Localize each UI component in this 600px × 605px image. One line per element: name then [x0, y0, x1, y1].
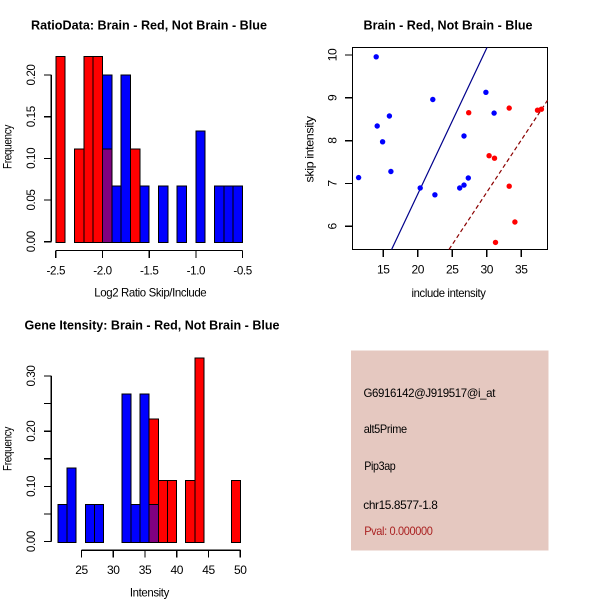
svg-text:0.20: 0.20: [24, 64, 38, 86]
svg-text:0.15: 0.15: [24, 105, 38, 127]
svg-text:Intensity: Intensity: [130, 586, 169, 600]
svg-text:-1.0: -1.0: [187, 263, 206, 277]
svg-text:include intensity: include intensity: [412, 286, 486, 300]
svg-text:Pval: 0.000000: Pval: 0.000000: [364, 524, 433, 538]
svg-text:-2.0: -2.0: [93, 263, 112, 277]
svg-text:0.20: 0.20: [24, 420, 38, 442]
svg-text:Pip3ap: Pip3ap: [364, 459, 396, 473]
svg-text:0.00: 0.00: [24, 231, 38, 253]
svg-text:chr15.8577-1.8: chr15.8577-1.8: [363, 498, 438, 512]
svg-text:25: 25: [446, 262, 459, 276]
svg-text:40: 40: [170, 563, 183, 577]
svg-text:Log2 Ratio Skip/Include: Log2 Ratio Skip/Include: [94, 285, 207, 299]
svg-text:RatioData: Brain - Red, Not Br: RatioData: Brain - Red, Not Brain - Blue: [31, 18, 267, 33]
svg-text:0.10: 0.10: [24, 475, 38, 497]
svg-text:35: 35: [139, 563, 152, 577]
svg-text:-0.5: -0.5: [233, 263, 252, 277]
svg-text:35: 35: [515, 262, 528, 276]
svg-text:30: 30: [107, 563, 120, 577]
svg-text:50: 50: [234, 563, 247, 577]
svg-text:0.05: 0.05: [24, 189, 38, 211]
svg-text:Frequency: Frequency: [0, 125, 14, 169]
svg-text:9: 9: [325, 94, 339, 101]
svg-text:25: 25: [75, 563, 88, 577]
svg-text:45: 45: [202, 563, 215, 577]
svg-text:0.00: 0.00: [24, 530, 38, 552]
svg-text:30: 30: [481, 262, 494, 276]
svg-text:Gene Itensity: Brain - Red, No: Gene Itensity: Brain - Red, Not Brain - …: [25, 318, 280, 333]
svg-text:-2.5: -2.5: [47, 263, 66, 277]
svg-text:0.10: 0.10: [24, 147, 38, 169]
svg-text:alt5Prime: alt5Prime: [364, 422, 408, 436]
svg-text:8: 8: [325, 137, 339, 144]
svg-text:10: 10: [325, 48, 339, 61]
svg-text:-1.5: -1.5: [140, 263, 159, 277]
svg-text:Frequency: Frequency: [0, 427, 14, 471]
svg-text:skip intensity: skip intensity: [303, 116, 317, 182]
svg-text:Brain - Red, Not Brain - Blue: Brain - Red, Not Brain - Blue: [364, 18, 533, 33]
svg-text:7: 7: [325, 180, 339, 187]
svg-text:20: 20: [412, 262, 425, 276]
svg-text:15: 15: [377, 262, 390, 276]
svg-text:6: 6: [325, 222, 339, 229]
svg-text:G6916142@J919517@i_at: G6916142@J919517@i_at: [364, 386, 497, 400]
svg-text:0.30: 0.30: [24, 365, 38, 387]
